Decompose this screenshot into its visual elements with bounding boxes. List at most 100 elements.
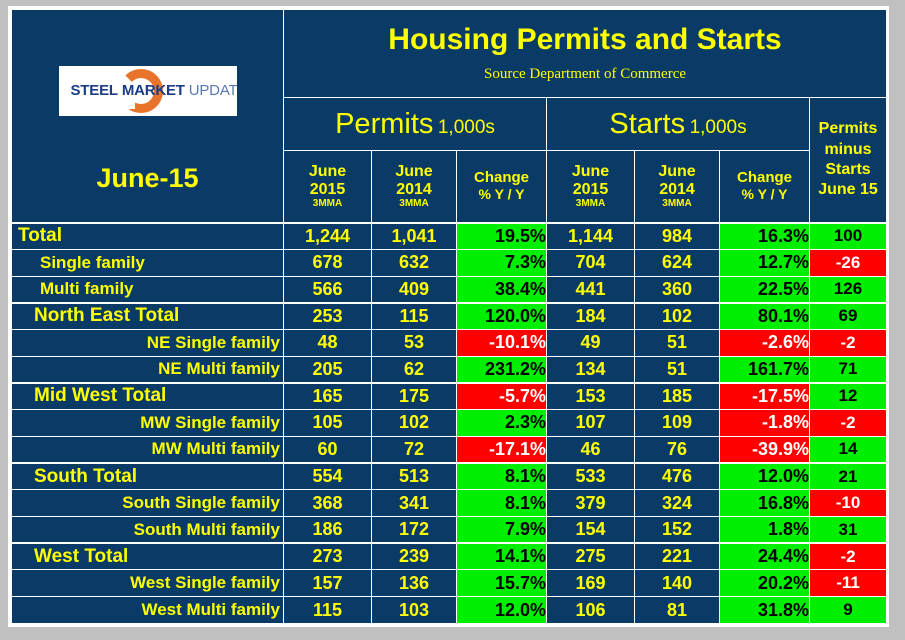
table-row: North East Total 253 115 120.0% 184 102 80.1% 6… (11, 301, 888, 330)
colhead-starts-2015: June 2015 3MMA (546, 149, 635, 224)
table-row: Single family 678 632 7.3% 704 624 12.7% -26 (11, 248, 888, 277)
logo-wordmark: STEEL MARKET UPDATE (71, 81, 237, 99)
cell-permits-2015: 1,244 (283, 221, 372, 250)
cell-permits-minus-starts: -10 (808, 489, 888, 517)
cell-permits-change: 15.7% (456, 569, 547, 598)
table-row: South Total 554 513 8.1% 533 476 12.0% 21 (11, 462, 888, 491)
cell-starts-change: 22.5% (719, 275, 810, 304)
group-header-starts: Starts 1,000s (546, 97, 810, 151)
group-header-permits: Permits 1,000s (283, 97, 547, 151)
cell-permits-2014: 175 (371, 381, 457, 411)
cell-permits-change: 38.4% (456, 275, 547, 304)
cell-permits-2014: 72 (371, 435, 457, 464)
page-title: Housing Permits and Starts (388, 23, 782, 57)
cell-permits-minus-starts: 69 (808, 301, 888, 330)
cell-starts-2015: 134 (546, 355, 635, 384)
cell-permits-minus-starts: -2 (808, 328, 888, 357)
cell-permits-2014: 172 (371, 515, 457, 544)
row-label: South Multi family (11, 515, 284, 544)
cell-permits-2015: 157 (283, 569, 372, 598)
cell-starts-2015: 533 (546, 462, 635, 491)
cell-starts-2014: 152 (634, 515, 720, 544)
cell-permits-2015: 368 (283, 489, 372, 517)
table-row: NE Multi family 205 62 231.2% 134 51 161.7% 71 (11, 355, 888, 384)
cell-starts-change: 80.1% (719, 301, 810, 330)
cell-starts-2015: 1,144 (546, 221, 635, 250)
cell-starts-change: 16.8% (719, 489, 810, 517)
cell-starts-change: -39.9% (719, 435, 810, 464)
cell-starts-change: -17.5% (719, 381, 810, 411)
logo-market-text: MARKET (121, 81, 185, 99)
cell-starts-2014: 81 (634, 596, 720, 624)
cell-starts-2014: 51 (634, 328, 720, 357)
pms-line-3: Starts (825, 161, 871, 178)
row-label: Total (11, 221, 284, 250)
group-starts-unit: 1,000s (689, 116, 747, 138)
cell-permits-minus-starts: 126 (808, 275, 888, 304)
cell-permits-minus-starts: 14 (808, 435, 888, 464)
cell-starts-2014: 476 (634, 462, 720, 491)
permits-minus-starts-header: Permits minus Starts June 15 (808, 97, 888, 224)
colhead-starts-change: Change % Y / Y (719, 149, 810, 224)
row-label: MW Single family (11, 409, 284, 437)
cell-starts-2014: 109 (634, 409, 720, 437)
cell-starts-change: -1.8% (719, 409, 810, 437)
colhead-permits-change: Change % Y / Y (456, 149, 547, 224)
table-row: MW Single family 105 102 2.3% 107 109 -1.8% -2 (11, 409, 888, 437)
cell-permits-change: 7.3% (456, 248, 547, 277)
cell-starts-change: 1.8% (719, 515, 810, 544)
cell-permits-2015: 273 (283, 542, 372, 571)
colhead-permits-2014: June 2014 3MMA (371, 149, 457, 224)
cell-permits-2015: 554 (283, 462, 372, 491)
cell-starts-2015: 46 (546, 435, 635, 464)
cell-starts-2014: 221 (634, 542, 720, 571)
colhead-permits-2015: June 2015 3MMA (283, 149, 372, 224)
cell-starts-2015: 275 (546, 542, 635, 571)
cell-permits-change: -17.1% (456, 435, 547, 464)
table-row: West Total 273 239 14.1% 275 221 24.4% -2 (11, 542, 888, 571)
housing-permits-starts-table: STEEL MARKET UPDATE June-15 Housing Perm… (11, 8, 888, 624)
cell-permits-2015: 60 (283, 435, 372, 464)
group-permits-unit: 1,000s (437, 116, 495, 138)
cell-starts-2015: 154 (546, 515, 635, 544)
cell-permits-2015: 165 (283, 381, 372, 411)
cell-permits-minus-starts: 12 (808, 381, 888, 411)
cell-starts-2014: 624 (634, 248, 720, 277)
table-row: West Single family 157 136 15.7% 169 140 20.2%… (11, 569, 888, 598)
cell-starts-2015: 704 (546, 248, 635, 277)
table-row: West Multi family 115 103 12.0% 106 81 31.8% 9 (11, 596, 888, 624)
cell-starts-2015: 49 (546, 328, 635, 357)
cell-permits-2014: 341 (371, 489, 457, 517)
row-label: MW Multi family (11, 435, 284, 464)
row-label: Multi family (11, 275, 284, 304)
cell-permits-minus-starts: -2 (808, 409, 888, 437)
cell-permits-minus-starts: 71 (808, 355, 888, 384)
logo-update-text: UPDATE (188, 81, 237, 99)
cell-starts-2015: 106 (546, 596, 635, 624)
cell-permits-2014: 409 (371, 275, 457, 304)
cell-permits-minus-starts: -2 (808, 542, 888, 571)
cell-starts-2014: 360 (634, 275, 720, 304)
pms-line-2: minus (824, 140, 872, 158)
report-panel: STEEL MARKET UPDATE June-15 Housing Perm… (8, 6, 889, 627)
cell-starts-2014: 185 (634, 381, 720, 411)
table-row: South Single family 368 341 8.1% 379 324 16.8%… (11, 489, 888, 517)
cell-permits-2014: 513 (371, 462, 457, 491)
cell-permits-2014: 53 (371, 328, 457, 357)
brand-and-period-cell: STEEL MARKET UPDATE June-15 (11, 8, 284, 224)
row-label: NE Multi family (11, 355, 284, 384)
cell-permits-2015: 678 (283, 248, 372, 277)
row-label: West Multi family (11, 596, 284, 624)
cell-starts-change: 24.4% (719, 542, 810, 571)
cell-permits-2014: 62 (371, 355, 457, 384)
cell-permits-minus-starts: 31 (808, 515, 888, 544)
row-label: Single family (11, 248, 284, 277)
cell-starts-change: 16.3% (719, 221, 810, 250)
cell-permits-2014: 115 (371, 301, 457, 330)
cell-starts-change: 31.8% (719, 596, 810, 624)
cell-permits-change: 14.1% (456, 542, 547, 571)
pms-line-1: Permits (818, 120, 878, 138)
cell-starts-2015: 169 (546, 569, 635, 598)
row-label: South Total (11, 462, 284, 491)
cell-permits-2014: 136 (371, 569, 457, 598)
